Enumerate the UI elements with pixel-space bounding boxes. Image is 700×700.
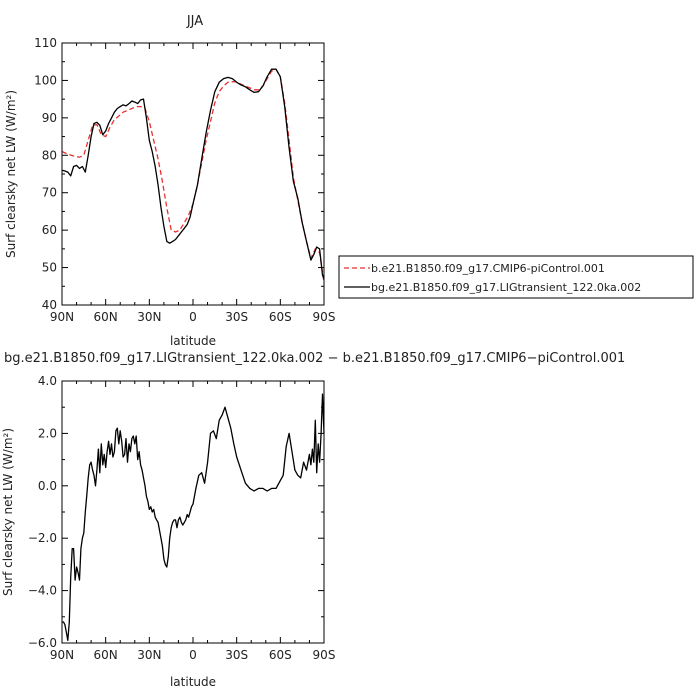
bottom-y-tick-label: 2.0 [38, 426, 57, 440]
top-x-axis-label: latitude [170, 334, 216, 348]
top-y-tick-label: 100 [34, 73, 57, 87]
bottom-x-tick-label: 30S [225, 648, 248, 662]
top-x-tick-label: 90S [313, 310, 336, 324]
bottom-x-tick-label: 60S [269, 648, 292, 662]
top-y-tick-label: 80 [42, 148, 57, 162]
bottom-y-axis-label: Surf clearsky net LW (W/m²) [1, 428, 15, 596]
top-series-line-2 [61, 68, 325, 280]
bottom-x-axis-label: latitude [170, 675, 216, 689]
top-y-tick-label: 90 [42, 111, 57, 125]
legend-label-piControl: b.e21.B1850.f09_g17.CMIP6-piControl.001 [371, 262, 605, 275]
bottom-series-line-1 [62, 393, 325, 642]
top-y-tick-label: 110 [34, 36, 57, 50]
bottom-panel-axes: 90N 60N 30N 0 30S 60S 90S −6.0 −4.0 −2.0 0.0 2.0 4.0 [28, 374, 336, 662]
top-panel: JJA 90N 60N 30N 0 30S 60S 90S 40 50 60 70 80 90 100 11… [4, 14, 335, 348]
top-y-axis-label: Surf clearsky net LW (W/m²) [4, 90, 18, 258]
top-series-line-1 [61, 68, 325, 283]
bottom-plot-frame [61, 380, 325, 644]
bottom-x-tick-label: 30N [137, 648, 161, 662]
legend-label-LIGtransient: bg.e21.B1850.f09_g17.LIGtransient_122.0k… [371, 281, 641, 294]
bottom-panel-series [62, 393, 325, 642]
top-x-tick-label: 60N [94, 310, 118, 324]
bottom-y-tick-label: 4.0 [38, 374, 57, 388]
top-y-axis-label-text: Surf clearsky net LW (W/m²) [4, 90, 18, 258]
bottom-y-axis-label-text: Surf clearsky net LW (W/m²) [1, 428, 15, 596]
top-y-tick-label: 70 [42, 186, 57, 200]
top-x-tick-label: 90N [50, 310, 74, 324]
top-chart-title: JJA [186, 14, 203, 29]
top-x-tick-label: 30N [137, 310, 161, 324]
bottom-panel: bg.e21.B1850.f09_g17.LIGtransient_122.0k… [1, 351, 625, 689]
bottom-y-tick-label: −4.0 [28, 584, 57, 598]
top-y-tick-label: 50 [42, 261, 57, 275]
bottom-y-tick-label: 0.0 [38, 479, 57, 493]
bottom-x-tick-label: 90S [313, 648, 336, 662]
legend: b.e21.B1850.f09_g17.CMIP6-piControl.001 … [338, 255, 694, 299]
top-panel-axes: 90N 60N 30N 0 30S 60S 90S 40 50 60 70 80 90 100 110 [34, 36, 335, 324]
bottom-chart-title: bg.e21.B1850.f09_g17.LIGtransient_122.0k… [4, 351, 625, 366]
bottom-y-tick-label: −2.0 [28, 531, 57, 545]
bottom-y-tick-label: −6.0 [28, 636, 57, 650]
top-y-tick-label: 60 [42, 223, 57, 237]
bottom-x-tick-label: 0 [189, 648, 197, 662]
top-x-tick-label: 30S [225, 310, 248, 324]
top-panel-series [61, 68, 325, 283]
top-x-tick-label: 0 [189, 310, 197, 324]
top-plot-frame [61, 42, 325, 306]
bottom-x-tick-label: 60N [94, 648, 118, 662]
bottom-x-tick-label: 90N [50, 648, 74, 662]
legend-box [338, 255, 694, 299]
top-x-tick-label: 60S [269, 310, 292, 324]
top-y-tick-label: 40 [42, 298, 57, 312]
